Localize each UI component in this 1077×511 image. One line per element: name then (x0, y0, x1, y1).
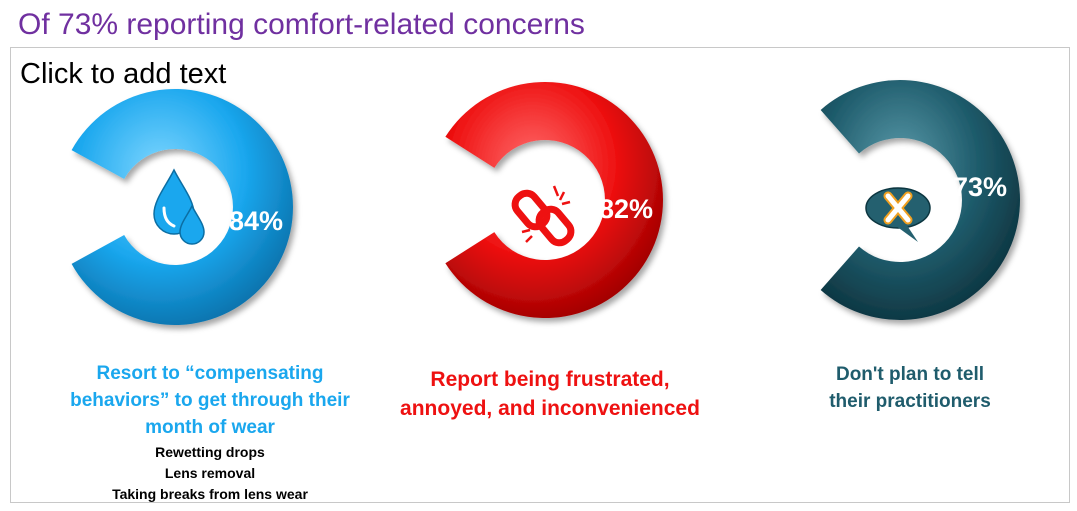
speech-bubble-x-icon (865, 187, 931, 242)
donut-ring-not-tell (820, 80, 1020, 321)
slide-title: Of 73% reporting comfort-related concern… (18, 8, 585, 41)
percent-label-not-tell: 73% (953, 172, 1007, 202)
broken-link-icon (511, 185, 575, 247)
text-placeholder-frame[interactable] (10, 47, 1070, 503)
caption-line: their practitioners (829, 391, 991, 412)
caption-not-tell: Don't plan to tell their practitioners (780, 361, 1040, 415)
donut-ring-frustrated (445, 82, 663, 319)
caption-line: behaviors” to get through their (70, 390, 350, 411)
caption-line: month of wear (145, 417, 275, 438)
caption-frustrated: Report being frustrated, annoyed, and in… (380, 365, 720, 423)
percent-label-frustrated: 82% (599, 194, 653, 224)
caption-compensating: Resort to “compensating behaviors” to ge… (30, 360, 390, 441)
caption-line: Don't plan to tell (835, 364, 985, 385)
compensating-behaviors-list: Rewetting drops Lens removal Taking brea… (30, 442, 390, 505)
caption-line: Report being frustrated, (430, 368, 670, 391)
caption-line: annoyed, and inconvenienced (400, 397, 700, 420)
percent-label-compensating: 84% (229, 206, 283, 236)
list-item: Rewetting drops (155, 444, 265, 460)
water-drops-icon (153, 168, 205, 245)
list-item: Taking breaks from lens wear (112, 486, 308, 502)
donut-ring-compensating (71, 89, 293, 325)
list-item: Lens removal (164, 465, 256, 481)
click-to-add-text-placeholder[interactable]: Click to add text (20, 58, 227, 90)
caption-line: Resort to “compensating (96, 363, 324, 384)
